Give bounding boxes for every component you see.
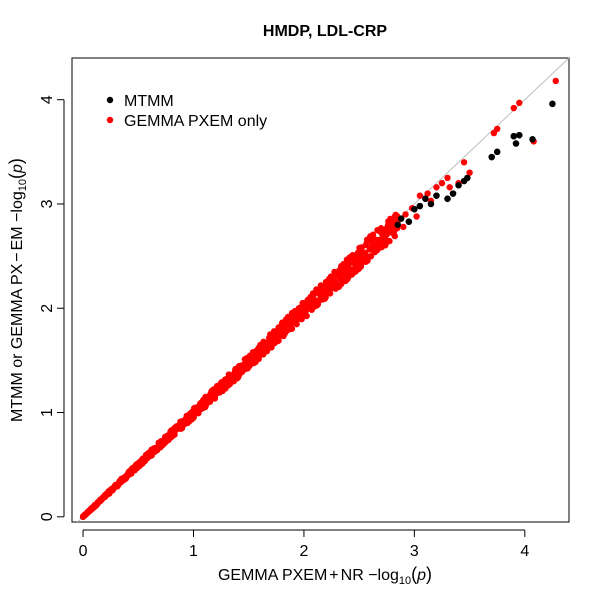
data-point-mtmm <box>394 221 402 229</box>
data-point-mtmm <box>455 182 462 189</box>
x-axis-label-mid: NR −log <box>341 567 399 584</box>
y-tick-label: 0 <box>39 512 56 521</box>
x-axis: 0 1 2 3 4 <box>79 529 529 560</box>
data-point-gemma-pxem-only <box>326 290 334 297</box>
data-point-gemma-pxem-only <box>552 77 559 85</box>
data-point-gemma-pxem-only <box>293 320 300 328</box>
data-point-mtmm <box>494 148 501 156</box>
data-point-mtmm <box>529 136 536 143</box>
y-tick-label: 4 <box>39 95 56 104</box>
plot-area-border <box>71 57 570 523</box>
legend-marker-gemma-pxem-only <box>106 116 114 124</box>
data-point-mtmm <box>405 218 413 225</box>
x-axis-label-prefix: GEMMA PXEM <box>218 567 327 584</box>
data-point-gemma-pxem-only <box>331 277 338 285</box>
data-point-mtmm <box>427 200 435 208</box>
data-point-gemma-pxem-only <box>424 190 431 197</box>
x-axis-label-variable: p <box>416 567 426 584</box>
x-tick-label: 3 <box>410 543 419 560</box>
data-point-mtmm <box>444 195 451 202</box>
data-point-mtmm <box>422 195 429 202</box>
data-point-mtmm <box>510 133 517 140</box>
data-point-mtmm <box>411 205 418 213</box>
data-points <box>79 77 559 520</box>
legend: MTMM GEMMA PXEM only <box>106 93 267 130</box>
x-tick-label: 1 <box>189 543 198 560</box>
data-point-gemma-pxem-only <box>444 174 451 182</box>
data-point-mtmm <box>464 174 471 182</box>
data-point-mtmm <box>449 190 457 197</box>
data-point-gemma-pxem-only <box>460 159 468 166</box>
data-point-mtmm <box>488 153 495 161</box>
y-axis-label: MTMM or GEMMA PX − EM −log10(p) <box>6 158 29 422</box>
y-axis-label-variable: p <box>9 164 26 174</box>
data-point-mtmm <box>516 131 523 139</box>
data-point-gemma-pxem-only <box>466 169 473 176</box>
data-point-gemma-pxem-only <box>391 226 398 234</box>
data-point-mtmm <box>512 140 520 147</box>
data-point-mtmm <box>397 215 405 222</box>
x-axis-label-plus: + <box>329 567 338 584</box>
y-axis-label-minus: − <box>9 252 26 261</box>
y-tick-label: 3 <box>39 199 56 208</box>
data-point-gemma-pxem-only <box>367 253 375 260</box>
y-axis-label-prefix: MTMM or GEMMA PX <box>9 263 26 422</box>
data-point-gemma-pxem-only <box>516 99 523 107</box>
data-point-mtmm <box>549 100 556 108</box>
y-axis: 0 1 2 3 4 <box>39 95 65 521</box>
data-point-gemma-pxem-only <box>400 223 407 231</box>
data-point-gemma-pxem-only <box>303 312 310 320</box>
data-point-gemma-pxem-only <box>438 179 446 187</box>
chart-title: HMDP, LDL-CRP <box>263 23 387 40</box>
data-point-gemma-pxem-only <box>275 337 282 344</box>
y-axis-label-subscript: 10 <box>17 179 29 191</box>
data-point-gemma-pxem-only <box>413 213 420 220</box>
data-point-gemma-pxem-only <box>402 211 409 218</box>
data-point-gemma-pxem-only <box>446 184 453 191</box>
legend-label-gemma-pxem-only: GEMMA PXEM only <box>124 113 267 130</box>
legend-marker-mtmm <box>106 96 114 104</box>
y-tick-label: 1 <box>39 408 56 417</box>
data-point-gemma-pxem-only <box>391 232 399 240</box>
x-tick-label: 0 <box>79 543 88 560</box>
data-point-mtmm <box>433 192 440 199</box>
data-point-gemma-pxem-only <box>340 260 347 268</box>
data-point-gemma-pxem-only <box>494 125 501 133</box>
x-axis-label: GEMMA PXEM + NR −log10(p) <box>218 564 432 587</box>
x-axis-label-paren-close: ) <box>426 564 432 584</box>
x-axis-label-paren-open: ( <box>411 564 417 584</box>
data-point-mtmm <box>416 202 424 210</box>
x-tick-label: 2 <box>299 543 308 560</box>
data-point-gemma-pxem-only <box>416 192 424 199</box>
legend-label-mtmm: MTMM <box>124 93 174 110</box>
data-point-gemma-pxem-only <box>433 184 440 191</box>
y-axis-label-mid: EM −log <box>9 191 26 250</box>
x-tick-label: 4 <box>520 543 529 560</box>
y-tick-label: 2 <box>39 304 56 313</box>
data-point-gemma-pxem-only <box>369 231 377 238</box>
data-point-gemma-pxem-only <box>288 325 296 332</box>
x-axis-label-subscript: 10 <box>399 575 411 587</box>
data-point-gemma-pxem-only <box>510 104 517 112</box>
y-axis-label-paren-close: ) <box>6 158 26 164</box>
data-point-gemma-pxem-only <box>386 237 393 245</box>
y-axis-label-paren-open: ( <box>6 173 26 179</box>
